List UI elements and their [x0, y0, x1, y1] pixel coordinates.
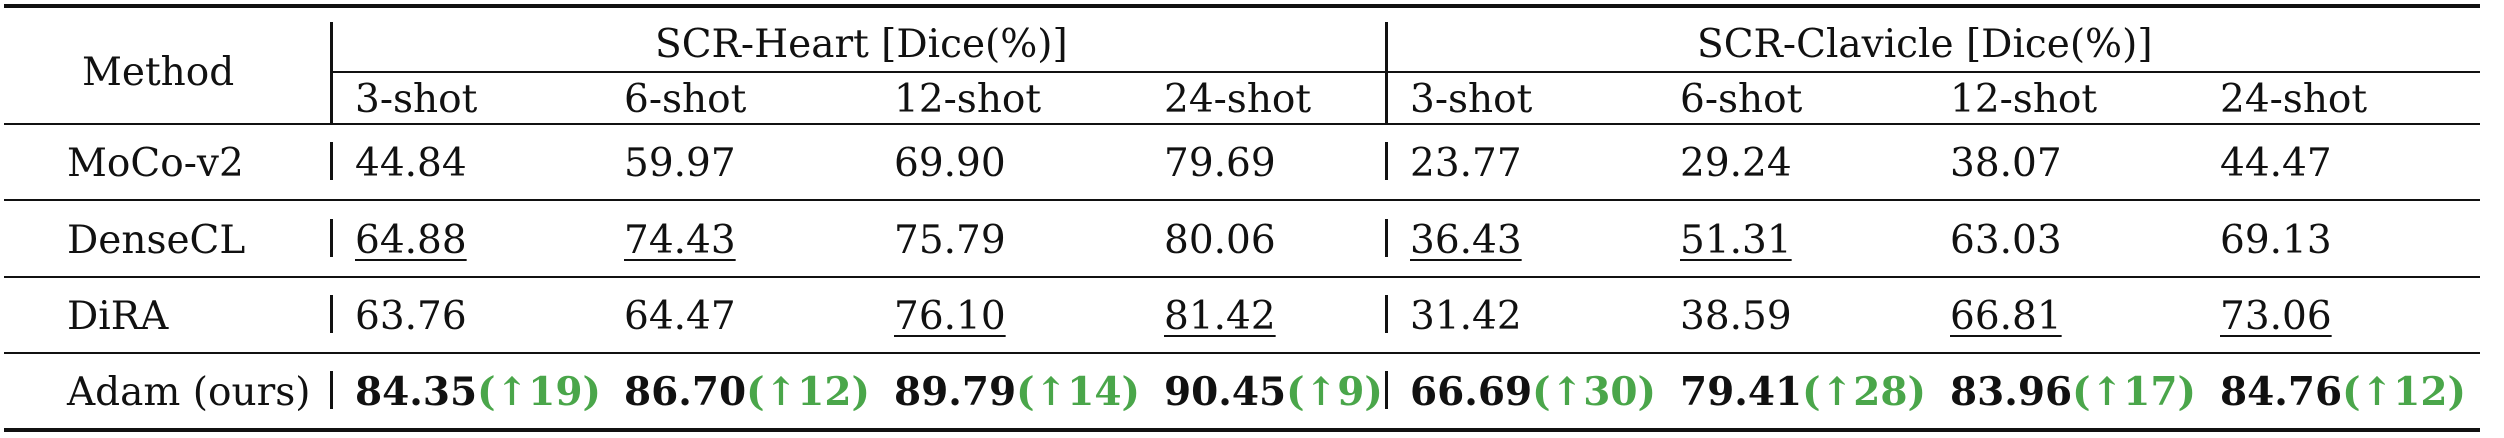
- shot-header: 3-shot: [1410, 77, 1533, 122]
- gain-label: (↑28): [1802, 369, 1926, 415]
- header-divider-method: [330, 22, 333, 123]
- best-cell: 89.79(↑14): [894, 373, 1140, 412]
- best-cell: 90.45(↑9): [1164, 373, 1383, 412]
- method-name: DenseCL: [67, 218, 246, 263]
- best-value: 83.96: [1950, 369, 2073, 415]
- method-header: Method: [82, 50, 235, 95]
- row-divider-groups: [1385, 371, 1388, 409]
- row-rule-1: [4, 199, 2480, 201]
- table-cell: 69.13: [2220, 218, 2332, 263]
- gain-label: (↑12): [2342, 369, 2466, 415]
- best-cell: 79.41(↑28): [1680, 373, 1926, 412]
- table-cell: 44.47: [2220, 141, 2332, 186]
- shot-header: 12-shot: [894, 77, 1042, 122]
- method-name: Adam (ours): [67, 370, 311, 415]
- method-name: MoCo-v2: [67, 141, 244, 186]
- table-cell: 31.42: [1410, 294, 1522, 339]
- table-cell: 79.69: [1164, 141, 1276, 186]
- best-value: 66.69: [1410, 369, 1533, 415]
- table-cell: 80.06: [1164, 218, 1276, 263]
- table-cell: 75.79: [894, 218, 1006, 263]
- best-cell: 83.96(↑17): [1950, 373, 2196, 412]
- table-cell-underlined: 74.43: [624, 218, 736, 263]
- header-bottom-rule: [4, 123, 2480, 125]
- table-cell: 38.59: [1680, 294, 1792, 339]
- row-divider-method: [330, 219, 333, 257]
- best-value: 86.70: [624, 369, 747, 415]
- table-cell: 29.24: [1680, 141, 1792, 186]
- table-cell: 59.97: [624, 141, 736, 186]
- shot-header: 6-shot: [1680, 77, 1803, 122]
- table-cell: 69.90: [894, 141, 1006, 186]
- best-value: 84.35: [355, 369, 478, 415]
- gain-label: (↑9): [1286, 369, 1383, 415]
- best-value: 89.79: [894, 369, 1017, 415]
- best-cell: 86.70(↑12): [624, 373, 870, 412]
- table-cell: 63.03: [1950, 218, 2062, 263]
- gain-label: (↑17): [2072, 369, 2196, 415]
- gain-label: (↑12): [746, 369, 870, 415]
- shot-header: 24-shot: [1164, 77, 1312, 122]
- table-cell-underlined: 76.10: [894, 294, 1006, 339]
- table-cell-underlined: 36.43: [1410, 218, 1522, 263]
- row-divider-groups: [1385, 142, 1388, 180]
- row-divider-method: [330, 295, 333, 333]
- best-cell: 84.76(↑12): [2220, 373, 2466, 412]
- method-name: DiRA: [67, 294, 169, 339]
- header-divider-groups: [1385, 22, 1388, 123]
- row-divider-groups: [1385, 295, 1388, 333]
- group-header-heart: SCR-Heart [Dice(%)]: [655, 22, 1068, 67]
- group-header-clavicle: SCR-Clavicle [Dice(%)]: [1697, 22, 2153, 67]
- best-value: 84.76: [2220, 369, 2343, 415]
- gain-label: (↑14): [1016, 369, 1140, 415]
- table-cell-underlined: 81.42: [1164, 294, 1276, 339]
- best-value: 79.41: [1680, 369, 1803, 415]
- row-rule-3: [4, 352, 2480, 354]
- best-value: 90.45: [1164, 369, 1287, 415]
- shot-header: 24-shot: [2220, 77, 2368, 122]
- table-cell: 64.47: [624, 294, 736, 339]
- best-cell: 84.35(↑19): [355, 373, 601, 412]
- shot-header: 3-shot: [355, 77, 478, 122]
- table-cell: 38.07: [1950, 141, 2062, 186]
- shot-header: 12-shot: [1950, 77, 2098, 122]
- table-cell: 44.84: [355, 141, 467, 186]
- row-divider-groups: [1385, 219, 1388, 257]
- best-cell: 66.69(↑30): [1410, 373, 1656, 412]
- gain-label: (↑30): [1532, 369, 1656, 415]
- gain-label: (↑19): [477, 369, 601, 415]
- row-rule-2: [4, 276, 2480, 278]
- subheader-rule: [330, 71, 2480, 73]
- row-divider-method: [330, 142, 333, 180]
- row-divider-method: [330, 371, 333, 409]
- table-cell: 63.76: [355, 294, 467, 339]
- shot-header: 6-shot: [624, 77, 747, 122]
- table-cell-underlined: 51.31: [1680, 218, 1792, 263]
- table-cell-underlined: 66.81: [1950, 294, 2062, 339]
- top-rule: [4, 4, 2480, 8]
- table-cell: 23.77: [1410, 141, 1522, 186]
- bottom-rule: [4, 428, 2480, 432]
- table-cell-underlined: 64.88: [355, 218, 467, 263]
- table-cell-underlined: 73.06: [2220, 294, 2332, 339]
